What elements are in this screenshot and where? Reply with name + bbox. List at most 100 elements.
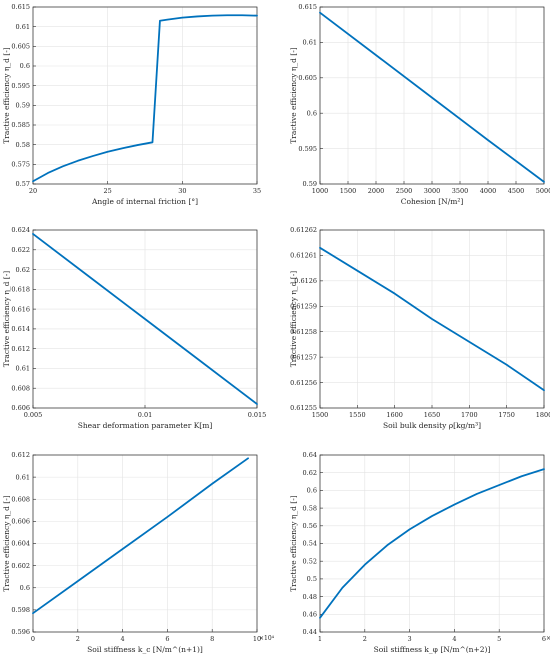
x-tick-label: 2 bbox=[363, 635, 367, 643]
y-tick-label: 0.6 bbox=[20, 62, 30, 70]
series-line bbox=[32, 233, 258, 405]
y-tick-label: 0.59 bbox=[303, 180, 317, 188]
series-line bbox=[32, 457, 249, 615]
x-tick-label: 4 bbox=[121, 635, 125, 643]
y-tick-label: 0.61258 bbox=[290, 328, 317, 336]
x-tick-label: 3 bbox=[408, 635, 412, 643]
y-tick-label: 0.61256 bbox=[290, 379, 317, 387]
y-tick-label: 0.615 bbox=[11, 3, 30, 11]
x-tick-label: 4 bbox=[452, 635, 456, 643]
x-tick-label: 2500 bbox=[396, 187, 413, 195]
y-tick-label: 0.622 bbox=[11, 246, 30, 254]
y-tick-label: 0.608 bbox=[11, 495, 30, 503]
x-tick-label: 0.015 bbox=[248, 411, 267, 419]
y-tick-label: 0.61 bbox=[303, 39, 317, 47]
y-tick-label: 0.605 bbox=[298, 74, 317, 82]
x-multiplier-label: ×10⁶ bbox=[546, 635, 550, 642]
x-tick-label: 0.01 bbox=[138, 411, 152, 419]
y-tick-label: 0.61 bbox=[16, 365, 30, 373]
x-tick-label: 4000 bbox=[480, 187, 497, 195]
y-tick-label: 0.61 bbox=[16, 473, 30, 481]
y-tick-label: 0.624 bbox=[11, 226, 30, 234]
y-tick-label: 0.575 bbox=[11, 161, 30, 169]
y-tick-label: 0.596 bbox=[11, 628, 30, 636]
x-tick-label: 3000 bbox=[424, 187, 441, 195]
chart-panel-1: 20 25 30 35 0.57 0.575 0.58 0.585 0.59 0.595 0.6 0.… bbox=[2, 3, 261, 206]
y-axis-label: Tractive efficiency η_d [-] bbox=[289, 495, 298, 591]
y-tick-label: 0.6 bbox=[307, 487, 317, 495]
x-tick-label: 30 bbox=[178, 187, 186, 195]
y-tick-label: 0.595 bbox=[298, 145, 317, 153]
y-tick-label: 0.6 bbox=[20, 584, 30, 592]
x-tick-label: 0.005 bbox=[24, 411, 43, 419]
x-multiplier-label: ×10⁴ bbox=[259, 635, 275, 642]
y-tick-label: 0.61262 bbox=[290, 226, 317, 234]
y-tick-label: 0.62 bbox=[16, 266, 30, 274]
x-tick-label: 20 bbox=[29, 187, 37, 195]
x-tick-label: 6 bbox=[165, 635, 169, 643]
x-tick-label: 1 bbox=[318, 635, 322, 643]
y-axis-label: Tractive efficiency η_d [-] bbox=[2, 271, 11, 367]
y-tick-label: 0.57 bbox=[16, 180, 30, 188]
x-axis-label: Soil stiffness k_φ [N/m^(n+2)] bbox=[374, 645, 491, 654]
y-tick-label: 0.64 bbox=[303, 451, 317, 459]
chart-panel-6: 1 2 3 4 5 6 0.44 0.46 0.48 0.5 0.52 0.54 0.56 0.58 0.6… bbox=[289, 451, 550, 654]
x-tick-label: 3500 bbox=[452, 187, 469, 195]
y-tick-label: 0.595 bbox=[11, 82, 30, 90]
y-axis-label: Tractive efficiency η_d [-] bbox=[289, 271, 298, 367]
y-tick-label: 0.585 bbox=[11, 121, 30, 129]
x-tick-label: 1650 bbox=[424, 411, 441, 419]
x-tick-label: 0 bbox=[31, 635, 35, 643]
x-axis-label: Soil stiffness k_c [N/m^(n+1)] bbox=[87, 645, 203, 654]
y-tick-label: 0.612 bbox=[11, 451, 30, 459]
axes-frame bbox=[32, 229, 258, 409]
chart-panel-3: 0.005 0.01 0.015 0.606 0.608 0.61 0.612 0.614 0.… bbox=[2, 226, 266, 430]
chart-panel-5: 0 2 4 6 8 10 0.596 0.598 0.6 0.602 0.604 0.606 0.608… bbox=[2, 451, 275, 654]
axes-frame bbox=[319, 6, 545, 185]
y-tick-label: 0.616 bbox=[11, 305, 30, 313]
y-tick-label: 0.48 bbox=[303, 593, 317, 601]
y-tick-label: 0.58 bbox=[303, 504, 317, 512]
axes-frame bbox=[32, 6, 258, 185]
y-tick-label: 0.6126 bbox=[294, 277, 317, 285]
y-tick-label: 0.46 bbox=[303, 611, 317, 619]
series-line bbox=[319, 11, 545, 183]
y-tick-label: 0.61261 bbox=[290, 252, 317, 260]
x-tick-label: 25 bbox=[104, 187, 112, 195]
y-tick-label: 0.61 bbox=[16, 23, 30, 31]
y-tick-label: 0.62 bbox=[303, 469, 317, 477]
y-tick-label: 0.56 bbox=[303, 522, 317, 530]
y-tick-label: 0.606 bbox=[11, 404, 30, 412]
y-tick-label: 0.59 bbox=[16, 102, 30, 110]
series-line bbox=[319, 246, 545, 392]
y-tick-label: 0.602 bbox=[11, 562, 30, 570]
x-tick-label: 1500 bbox=[340, 187, 357, 195]
y-tick-label: 0.52 bbox=[303, 557, 317, 565]
x-tick-label: 1550 bbox=[349, 411, 366, 419]
y-tick-label: 0.608 bbox=[11, 384, 30, 392]
x-axis-label: Shear deformation parameter K[m] bbox=[78, 421, 213, 430]
y-tick-label: 0.58 bbox=[16, 141, 30, 149]
x-tick-label: 1500 bbox=[312, 411, 329, 419]
x-tick-label: 1700 bbox=[461, 411, 478, 419]
x-tick-label: 35 bbox=[253, 187, 261, 195]
y-tick-label: 0.61257 bbox=[290, 353, 317, 361]
x-tick-label: 1750 bbox=[498, 411, 515, 419]
axes-frame bbox=[32, 454, 258, 633]
x-tick-label: 8 bbox=[210, 635, 214, 643]
y-tick-label: 0.6 bbox=[307, 109, 317, 117]
x-tick-label: 1000 bbox=[312, 187, 329, 195]
axes-frame bbox=[319, 229, 545, 409]
y-tick-label: 0.606 bbox=[11, 518, 30, 526]
y-tick-label: 0.604 bbox=[11, 540, 30, 548]
y-tick-label: 0.61255 bbox=[290, 404, 317, 412]
x-tick-label: 4500 bbox=[508, 187, 525, 195]
series-line bbox=[32, 14, 258, 183]
x-tick-label: 1600 bbox=[386, 411, 403, 419]
x-tick-label: 10 bbox=[253, 635, 261, 643]
y-tick-label: 0.61259 bbox=[290, 302, 317, 310]
y-tick-label: 0.605 bbox=[11, 43, 30, 51]
